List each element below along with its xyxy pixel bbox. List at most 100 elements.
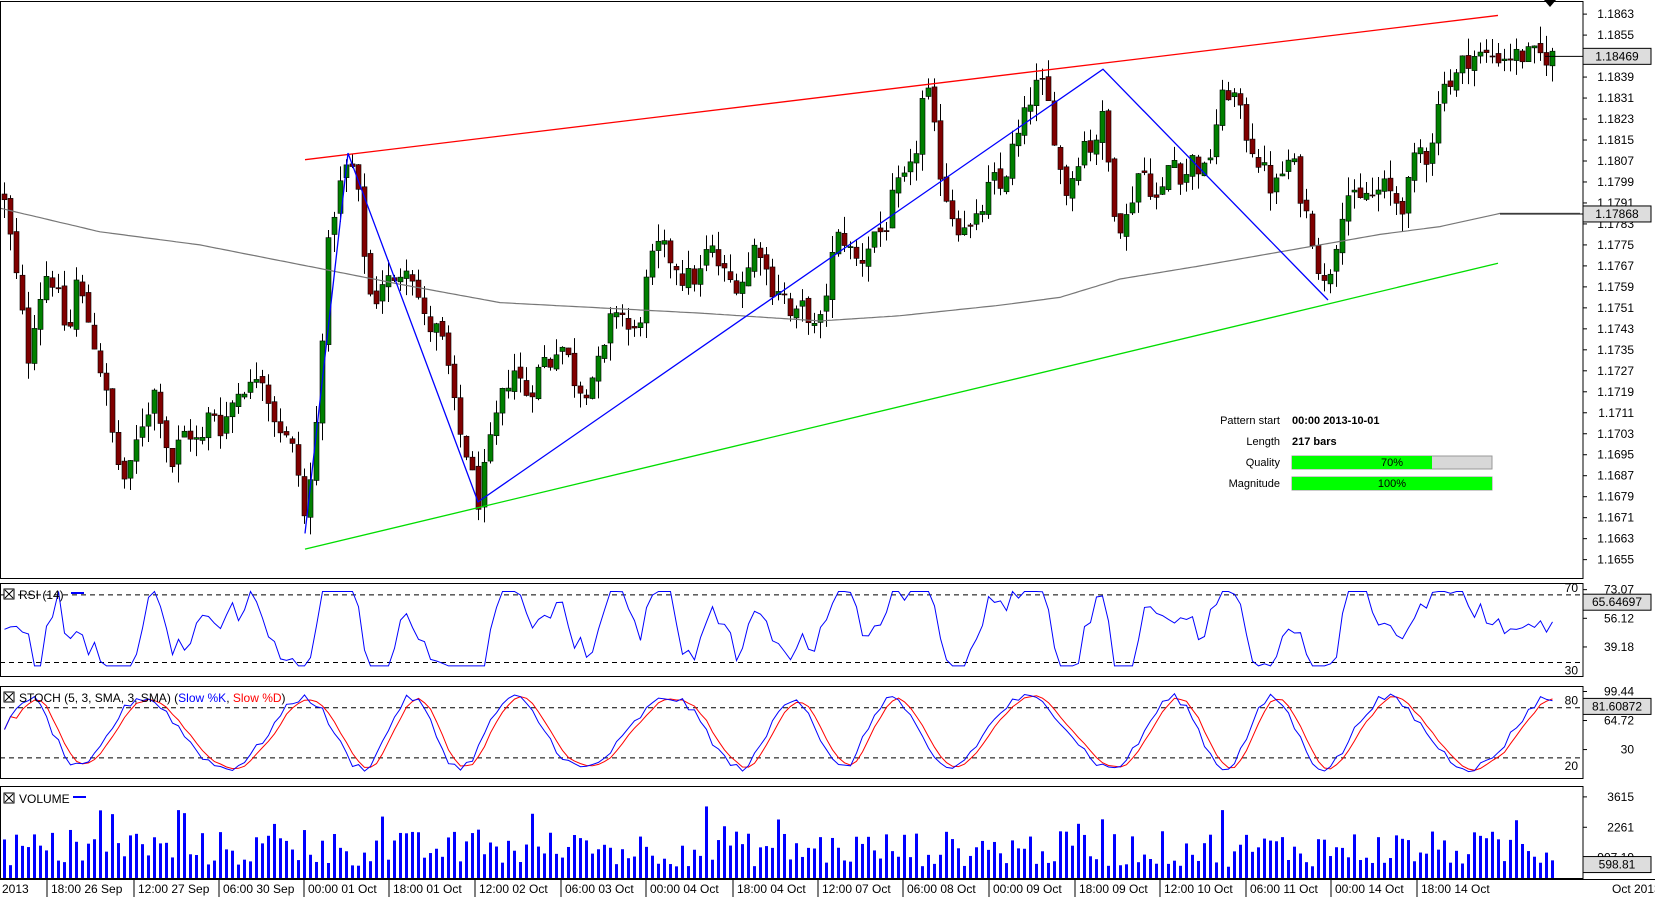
volume-bar bbox=[1149, 859, 1152, 878]
candle-body bbox=[1165, 165, 1172, 190]
volume-bar bbox=[321, 840, 324, 878]
candle-body bbox=[1273, 177, 1280, 193]
volume-bar bbox=[1209, 834, 1212, 878]
volume-bar bbox=[309, 854, 312, 878]
time-tick-label: 00:00 09 Oct bbox=[993, 882, 1062, 896]
candle-body bbox=[1459, 55, 1466, 74]
candle-body bbox=[985, 181, 992, 215]
volume-bar bbox=[429, 853, 432, 878]
candle-body bbox=[379, 284, 386, 302]
candle-body bbox=[433, 323, 440, 333]
volume-bar bbox=[705, 806, 708, 878]
volume-bar bbox=[1551, 860, 1554, 878]
candle-body bbox=[1525, 46, 1532, 63]
volume-bar bbox=[393, 840, 396, 878]
volume-bar bbox=[921, 866, 924, 878]
price-tick-label: 1.1759 bbox=[1597, 280, 1634, 294]
price-tick-label: 1.1823 bbox=[1597, 112, 1634, 126]
candle-body bbox=[673, 266, 680, 271]
volume-bar bbox=[867, 836, 870, 878]
volume-bar bbox=[741, 844, 744, 878]
candle-body bbox=[1021, 107, 1028, 136]
volume-bar bbox=[87, 843, 90, 878]
candle-body bbox=[115, 432, 122, 465]
volume-bar bbox=[1107, 865, 1110, 878]
scroll-marker-icon[interactable] bbox=[1544, 0, 1556, 7]
volume-bar bbox=[1215, 862, 1218, 878]
volume-bar bbox=[1359, 860, 1362, 878]
candle-body bbox=[1171, 160, 1178, 168]
volume-bar bbox=[903, 834, 906, 878]
price-panel: 1.18631.18551.18471.18391.18311.18231.18… bbox=[0, 7, 1652, 567]
volume-bar bbox=[417, 832, 420, 878]
price-tick-label: 1.1687 bbox=[1597, 469, 1634, 483]
time-tick-label: 18:00 26 Sep bbox=[51, 882, 123, 896]
candle-body bbox=[355, 164, 362, 190]
volume-bar bbox=[771, 847, 774, 878]
volume-bar bbox=[1101, 819, 1104, 878]
volume-bar bbox=[213, 860, 216, 878]
stoch-legend-k: Slow %K bbox=[178, 691, 226, 705]
volume-bar bbox=[933, 863, 936, 878]
candle-body bbox=[535, 366, 542, 400]
quality-bar-fill bbox=[1292, 456, 1432, 469]
candle-body bbox=[1033, 79, 1040, 106]
candle-body bbox=[679, 273, 686, 286]
candle-body bbox=[955, 218, 962, 236]
volume-bar bbox=[351, 865, 354, 878]
candle-body bbox=[1249, 138, 1256, 155]
volume-bar bbox=[897, 856, 900, 878]
rsi-current-label: 65.64697 bbox=[1592, 595, 1642, 609]
volume-bar bbox=[243, 859, 246, 878]
candle-body bbox=[1, 193, 8, 201]
volume-bar bbox=[579, 838, 582, 878]
candle-body bbox=[1453, 72, 1460, 91]
candle-body bbox=[1345, 195, 1352, 222]
candle-body bbox=[619, 312, 626, 315]
candle-body bbox=[1081, 141, 1088, 166]
volume-bar bbox=[285, 840, 288, 878]
candle-body bbox=[979, 211, 986, 215]
volume-bar bbox=[381, 816, 384, 878]
candle-body bbox=[1027, 104, 1034, 112]
volume-bar bbox=[1155, 863, 1158, 878]
candle-body bbox=[409, 274, 416, 282]
time-tick-label: 00:00 14 Oct bbox=[1335, 882, 1404, 896]
volume-bar bbox=[483, 854, 486, 878]
candle-body bbox=[589, 377, 596, 399]
stoch-level-label: 80 bbox=[1565, 694, 1579, 708]
upper-trend-line bbox=[304, 14, 1499, 161]
candle-body bbox=[1063, 166, 1070, 196]
volume-bar bbox=[3, 839, 6, 878]
candle-body bbox=[559, 346, 566, 352]
candle-body bbox=[487, 434, 494, 462]
price-tick-label: 1.1863 bbox=[1597, 7, 1634, 21]
zigzag-pattern-line bbox=[304, 68, 1329, 534]
candle-body bbox=[499, 388, 506, 414]
volume-bar bbox=[1443, 840, 1446, 878]
candle-body bbox=[1153, 194, 1160, 198]
candle-body bbox=[451, 363, 458, 399]
volume-bar bbox=[1329, 856, 1332, 878]
volume-bar bbox=[411, 831, 414, 878]
candle-body bbox=[1003, 176, 1010, 193]
rsi-tick-label: 56.12 bbox=[1604, 611, 1634, 625]
candle-body bbox=[1441, 83, 1448, 104]
candle-body bbox=[577, 385, 584, 394]
stoch-title: STOCH (5, 3, SMA, 3, SMA) (Slow %K, Slow… bbox=[3, 691, 286, 705]
price-tick-label: 1.1751 bbox=[1597, 301, 1634, 315]
candle-body bbox=[463, 435, 470, 458]
volume-bar bbox=[1401, 838, 1404, 878]
candle-body bbox=[973, 213, 980, 225]
volume-bar bbox=[657, 863, 660, 878]
volume-bar bbox=[165, 842, 168, 878]
time-tick-label: 06:00 08 Oct bbox=[907, 882, 976, 896]
candle-body bbox=[751, 244, 758, 272]
candle-body bbox=[871, 231, 878, 248]
candle-body bbox=[1267, 164, 1274, 194]
volume-bar bbox=[1011, 840, 1014, 878]
candle-body bbox=[667, 240, 674, 264]
time-tick-label: Oct 2013 bbox=[1612, 882, 1655, 896]
candle-body bbox=[739, 281, 746, 294]
candle-body bbox=[943, 176, 950, 202]
